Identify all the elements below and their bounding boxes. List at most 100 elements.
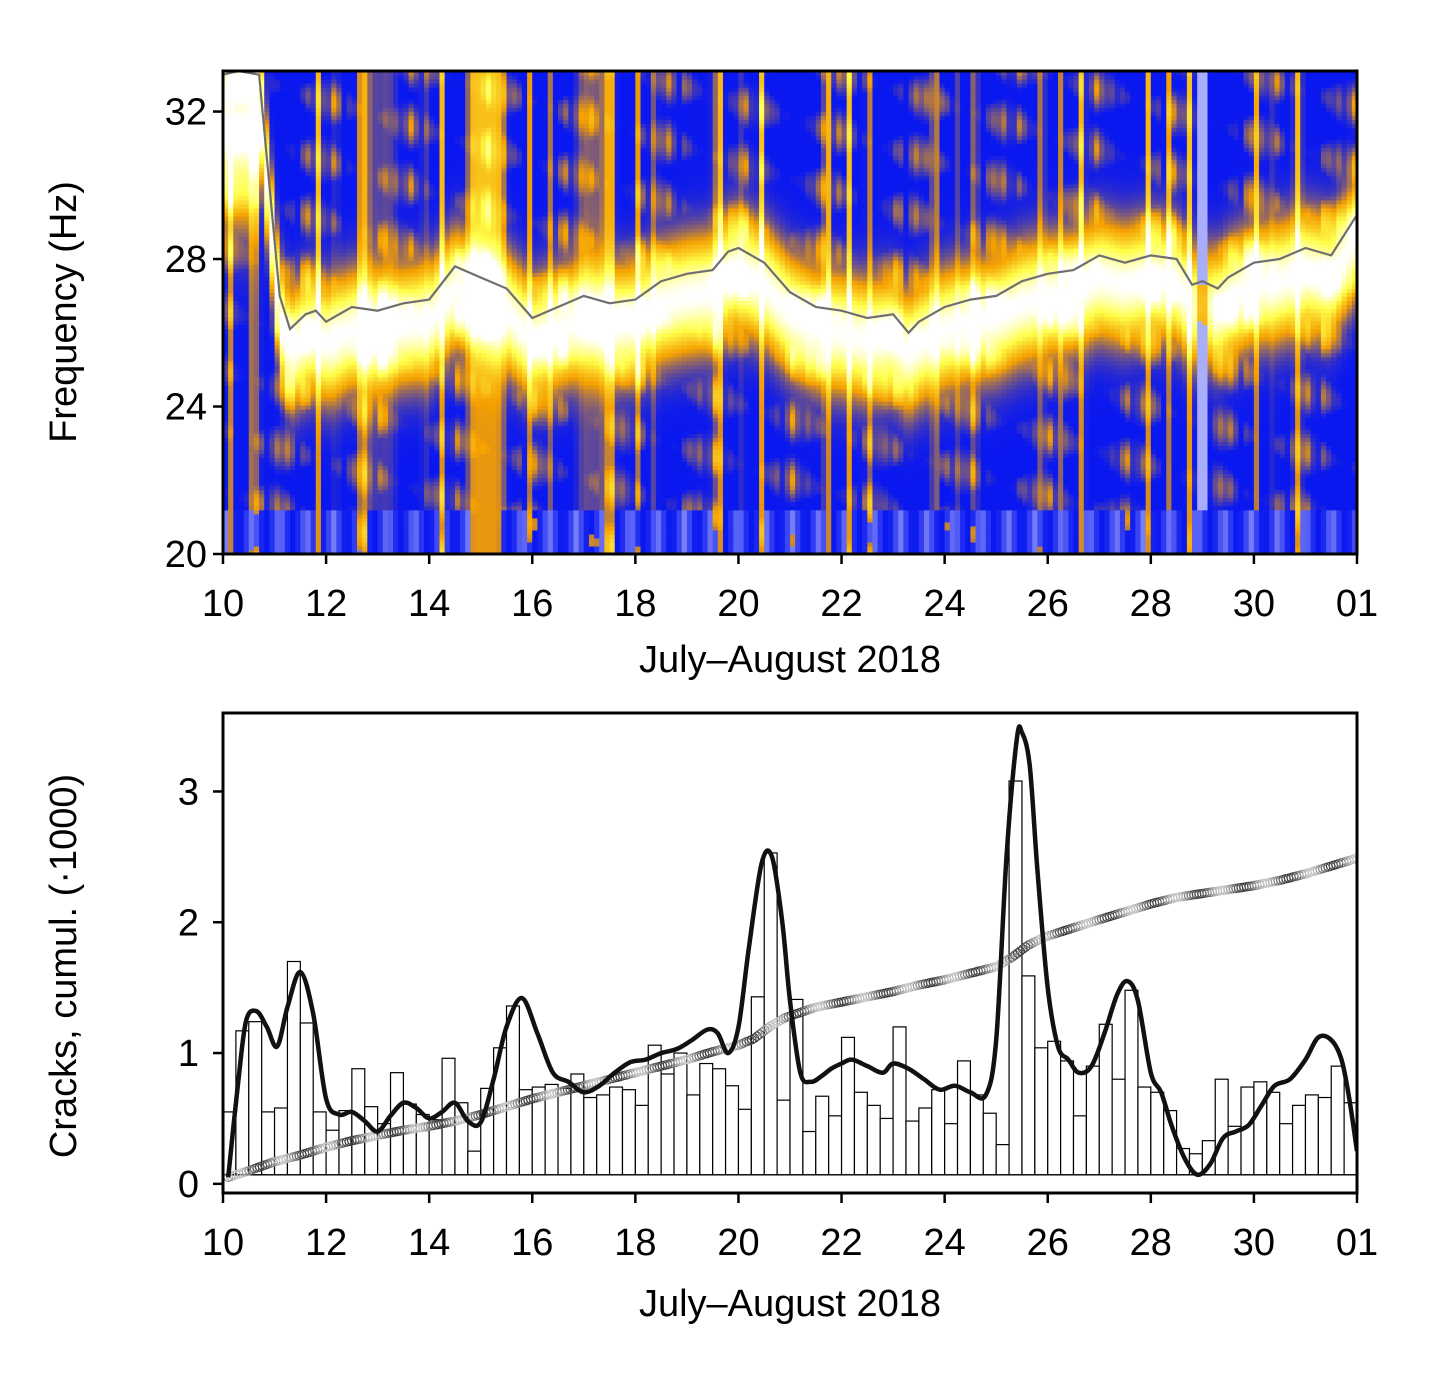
- spectrogram-cell: [259, 232, 265, 237]
- spectrogram-cell: [305, 333, 311, 338]
- spectrogram-cell: [336, 252, 342, 257]
- spectrogram-cell: [254, 502, 260, 507]
- spectrogram-cell: [305, 365, 311, 370]
- spectrogram-cell: [290, 502, 296, 507]
- spectrogram-cell: [331, 248, 337, 253]
- spectrogram-cell: [331, 172, 337, 177]
- spectrogram-cell: [362, 429, 368, 434]
- spectrogram-cell: [233, 417, 239, 422]
- spectrogram-cell: [429, 212, 435, 217]
- spectrogram-cell: [388, 361, 394, 366]
- spectrogram-cell: [238, 284, 244, 289]
- spectrogram-cell: [409, 176, 415, 181]
- spectrogram-cell: [238, 192, 244, 197]
- spectrogram-cell: [403, 160, 409, 165]
- spectrogram-cell: [269, 296, 275, 301]
- spectrogram-cell: [264, 200, 270, 205]
- spectrogram-cell: [305, 75, 311, 80]
- spectrogram-cell: [362, 445, 368, 450]
- spectrogram-cell: [290, 385, 296, 390]
- spectrogram-cell: [290, 256, 296, 261]
- spectrogram-cell: [347, 123, 353, 128]
- spectrogram-cell: [362, 313, 368, 318]
- spectrogram-cell: [362, 107, 368, 112]
- spectrogram-cell: [285, 506, 291, 511]
- spectrogram-cell: [331, 546, 337, 551]
- spectrogram-cell: [388, 99, 394, 104]
- spectrogram-cell: [280, 272, 286, 277]
- spectrogram-cell: [424, 337, 430, 342]
- spectrogram-cell: [336, 300, 342, 305]
- spectrogram-cell: [331, 212, 337, 217]
- spectrogram-cell: [342, 530, 348, 535]
- spectrogram-cell: [357, 236, 363, 241]
- spectrogram-cell: [295, 461, 301, 466]
- spectrogram-cell: [409, 397, 415, 402]
- spectrogram-cell: [254, 337, 260, 342]
- spectrogram-cell: [352, 486, 358, 491]
- spectrogram-cell: [378, 349, 384, 354]
- spectrogram-cell: [398, 417, 404, 422]
- spectrogram-cell: [429, 83, 435, 88]
- spectrogram-cell: [424, 393, 430, 398]
- spectrogram-cell: [233, 204, 239, 209]
- spectrogram-cell: [429, 522, 435, 527]
- spectrogram-cell: [414, 216, 420, 221]
- spectrogram-cell: [419, 276, 425, 281]
- spectrogram-cell: [259, 494, 265, 499]
- spectrogram-cell: [233, 425, 239, 430]
- spectrogram-cell: [259, 224, 265, 229]
- spectrogram-cell: [372, 474, 378, 479]
- spectrogram-cell: [311, 437, 317, 442]
- spectrogram-cell: [383, 333, 389, 338]
- spectrogram-cell: [275, 538, 281, 543]
- spectrogram-cell: [305, 156, 311, 161]
- spectrogram-cell: [280, 212, 286, 217]
- spectrogram-cell: [238, 308, 244, 313]
- spectrogram-cell: [290, 441, 296, 446]
- spectrogram-cell: [259, 405, 265, 410]
- spectrogram-cell: [249, 538, 255, 543]
- spectrogram-cell: [331, 111, 337, 116]
- spectrogram-cell: [367, 522, 373, 527]
- spectrogram-cell: [393, 405, 399, 410]
- spectrogram-cell: [316, 172, 322, 177]
- spectrogram-cell: [321, 530, 327, 535]
- spectrogram-cell: [424, 176, 430, 181]
- spectrogram-cell: [429, 389, 435, 394]
- spectrogram-cell: [383, 494, 389, 499]
- spectrogram-cell: [336, 498, 342, 503]
- spectrogram-cell: [434, 441, 440, 446]
- spectrogram-cell: [316, 204, 322, 209]
- spectrogram-cell: [228, 232, 234, 237]
- spectrogram-cell: [275, 502, 281, 507]
- spectrogram-cell: [238, 184, 244, 189]
- spectrogram-cell: [352, 115, 358, 120]
- spectrogram-cell: [342, 409, 348, 414]
- spectrogram-cell: [367, 168, 373, 173]
- spectrogram-cell: [295, 288, 301, 293]
- spectrogram-cell: [352, 200, 358, 205]
- spectrogram-cell: [398, 397, 404, 402]
- spectrogram-cell: [429, 325, 435, 330]
- spectrogram-cell: [259, 236, 265, 241]
- spectrogram-cell: [347, 99, 353, 104]
- spectrogram-cell: [244, 284, 250, 289]
- spectrogram-cell: [316, 413, 322, 418]
- spectrogram-cell: [280, 429, 286, 434]
- spectrogram-cell: [249, 168, 255, 173]
- spectrogram-cell: [321, 276, 327, 281]
- spectrogram-cell: [280, 349, 286, 354]
- spectrogram-cell: [398, 337, 404, 342]
- spectrogram-cell: [357, 518, 363, 523]
- spectrogram-cell: [285, 143, 291, 148]
- spectrogram-cell: [295, 99, 301, 104]
- spectrogram-cell: [342, 510, 348, 515]
- spectrogram-cell: [388, 413, 394, 418]
- spectrogram-cell: [429, 498, 435, 503]
- spectrogram-cell: [388, 469, 394, 474]
- spectrogram-cell: [275, 478, 281, 483]
- spectrogram-cell: [331, 465, 337, 470]
- spectrogram-cell: [352, 333, 358, 338]
- spectrogram-cell: [378, 490, 384, 495]
